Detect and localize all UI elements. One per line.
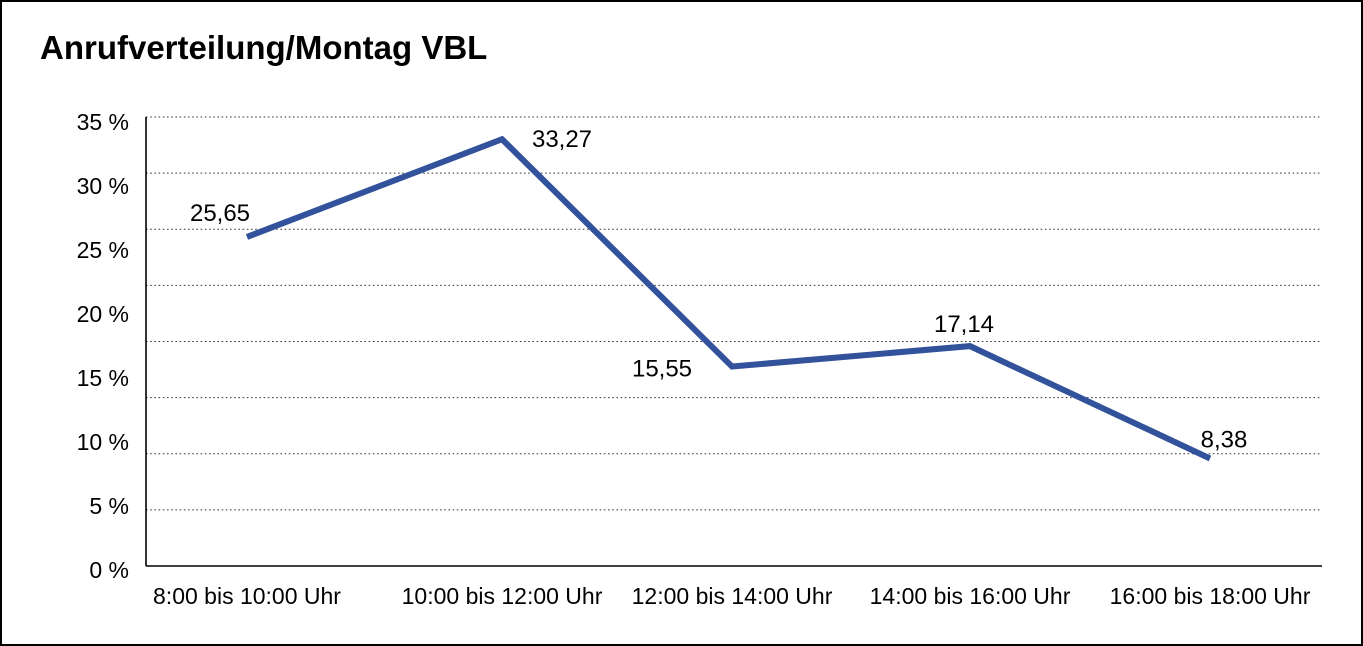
- y-tick-label: 15 %: [77, 365, 129, 391]
- x-axis-label: 12:00 bis 14:00 Uhr: [632, 583, 833, 609]
- y-tick-label: 10 %: [77, 429, 129, 455]
- data-point-label: 8,38: [1201, 426, 1248, 453]
- data-point-label: 33,27: [532, 126, 592, 153]
- y-tick-label: 30 %: [77, 173, 129, 199]
- data-point-label: 15,55: [632, 356, 692, 383]
- data-point-label: 25,65: [190, 200, 250, 227]
- x-axis-label: 14:00 bis 16:00 Uhr: [870, 583, 1071, 609]
- y-tick-label: 0 %: [89, 557, 129, 583]
- data-line: [245, 135, 1212, 462]
- y-tick-label: 20 %: [77, 301, 129, 327]
- y-tick-label: 35 %: [77, 109, 129, 135]
- x-axis-label: 16:00 bis 18:00 Uhr: [1110, 583, 1311, 609]
- x-axis-label: 10:00 bis 12:00 Uhr: [402, 583, 603, 609]
- y-tick-label: 5 %: [89, 493, 129, 519]
- x-axis-label: 8:00 bis 10:00 Uhr: [153, 583, 341, 609]
- chart-title: Anrufverteilung/Montag VBL: [40, 29, 488, 66]
- data-point-label: 17,14: [934, 311, 994, 338]
- y-tick-label: 25 %: [77, 237, 129, 263]
